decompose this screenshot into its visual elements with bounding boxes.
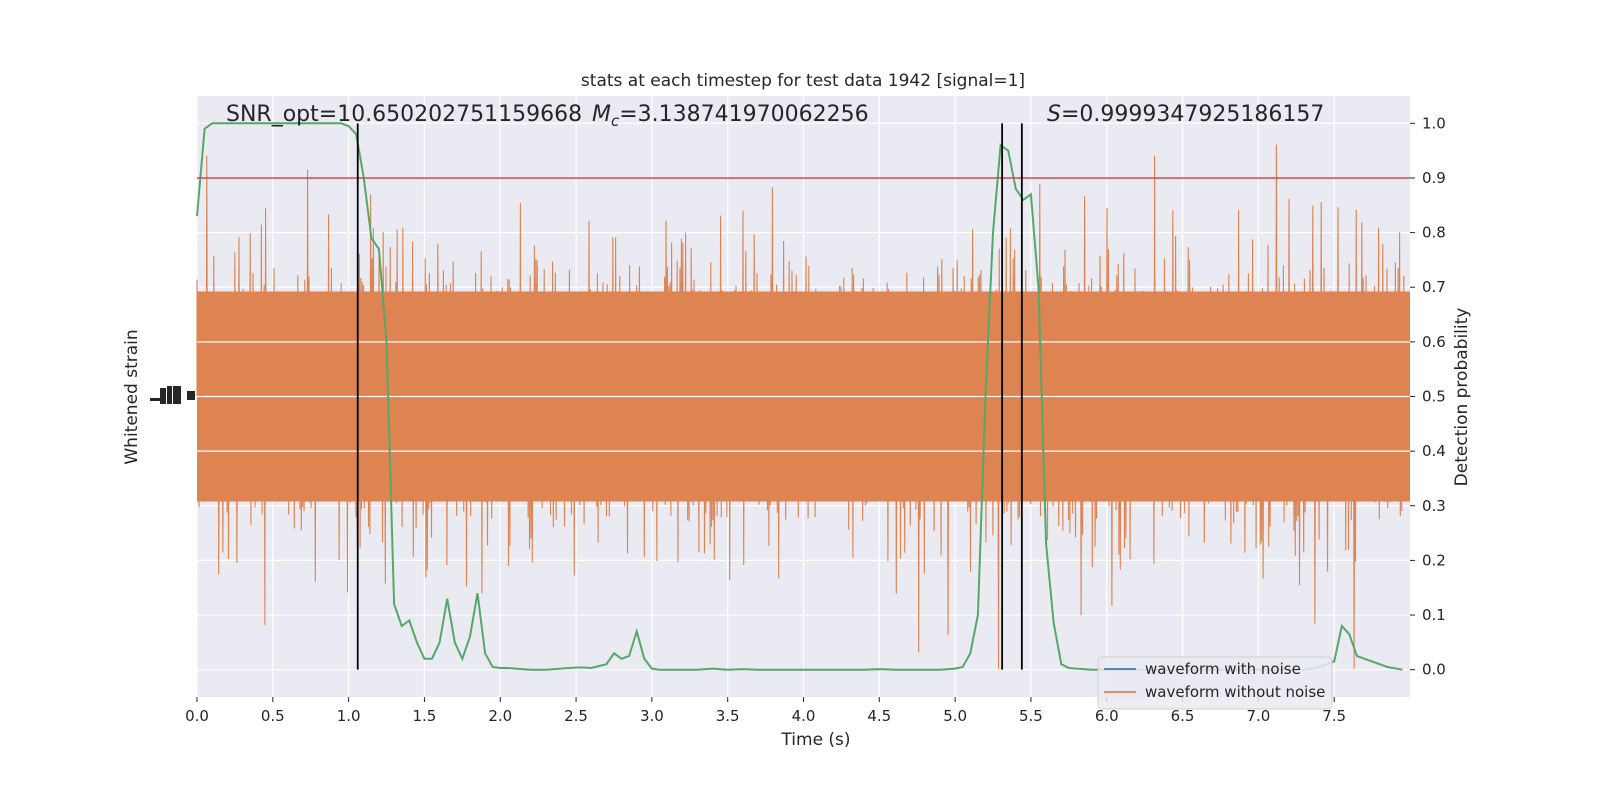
x-tick-label: 2.5 xyxy=(564,707,588,725)
waveform-without-noise-trace xyxy=(196,144,1410,670)
y-tick-label: 0.5 xyxy=(1422,388,1446,406)
y-tick-label: 0.0 xyxy=(1422,661,1446,679)
x-tick-label: 7.0 xyxy=(1246,707,1270,725)
chirp-mass-annotation: Mc=3.138741970062256 xyxy=(592,102,869,130)
x-tick-label: 5.0 xyxy=(943,707,967,725)
x-tick-label: 3.0 xyxy=(640,707,664,725)
x-tick-label: 1.5 xyxy=(413,707,437,725)
x-tick-label: 4.0 xyxy=(792,707,816,725)
x-axis-label: Time (s) xyxy=(780,730,850,750)
chirp-mass-symbol: M xyxy=(592,102,611,127)
chirp-mass-subscript: c xyxy=(611,112,620,130)
chart-title: stats at each timestep for test data 194… xyxy=(581,71,1025,91)
y-tick-label: 0.8 xyxy=(1422,224,1446,242)
legend: waveform with noise waveform without noi… xyxy=(1097,656,1333,710)
legend-box xyxy=(1097,656,1333,710)
legend-label-with-noise: waveform with noise xyxy=(1145,660,1301,678)
y-tick-label: 0.4 xyxy=(1422,442,1446,460)
score-annotation: S=0.9999347925186157 xyxy=(1047,102,1324,127)
x-tick-label: 0.5 xyxy=(261,707,285,725)
left-tick-smudge xyxy=(150,386,195,404)
x-tick-label: 0.0 xyxy=(185,707,209,725)
x-tick-label: 2.0 xyxy=(488,707,512,725)
x-tick-label: 1.0 xyxy=(337,707,361,725)
y-tick-label: 0.1 xyxy=(1422,606,1446,624)
x-tick-label: 7.5 xyxy=(1322,707,1346,725)
snr-annotation: SNR_opt=10.650202751159668 xyxy=(226,102,582,127)
y-tick-label: 0.9 xyxy=(1422,169,1446,187)
x-tick-label: 6.5 xyxy=(1171,707,1195,725)
y-tick-label: 0.3 xyxy=(1422,497,1446,515)
y-tick-label: 0.6 xyxy=(1422,333,1446,351)
axes-group: 0.0 0.5 1.0 1.5 2.0 2.5 3.0 3.5 4.0 4.5 5.0 5.5 6.0 6… xyxy=(185,114,1446,725)
score-symbol: S xyxy=(1047,102,1061,127)
x-tick-label: 3.5 xyxy=(716,707,740,725)
left-y-axis-label: Whitened strain xyxy=(122,329,142,464)
x-tick-label: 5.5 xyxy=(1019,707,1043,725)
legend-label-without-noise: waveform without noise xyxy=(1145,683,1325,701)
y-tick-label: 1.0 xyxy=(1422,114,1446,132)
chirp-mass-value: =3.138741970062256 xyxy=(619,102,868,127)
x-tick-label: 6.0 xyxy=(1095,707,1119,725)
y-tick-label: 0.7 xyxy=(1422,278,1446,296)
y-tick-label: 0.2 xyxy=(1422,551,1446,569)
x-tick-label: 4.5 xyxy=(867,707,891,725)
right-y-axis-label: Detection probability xyxy=(1452,308,1472,487)
overlay-group xyxy=(197,123,1410,670)
score-value: =0.9999347925186157 xyxy=(1061,102,1324,127)
